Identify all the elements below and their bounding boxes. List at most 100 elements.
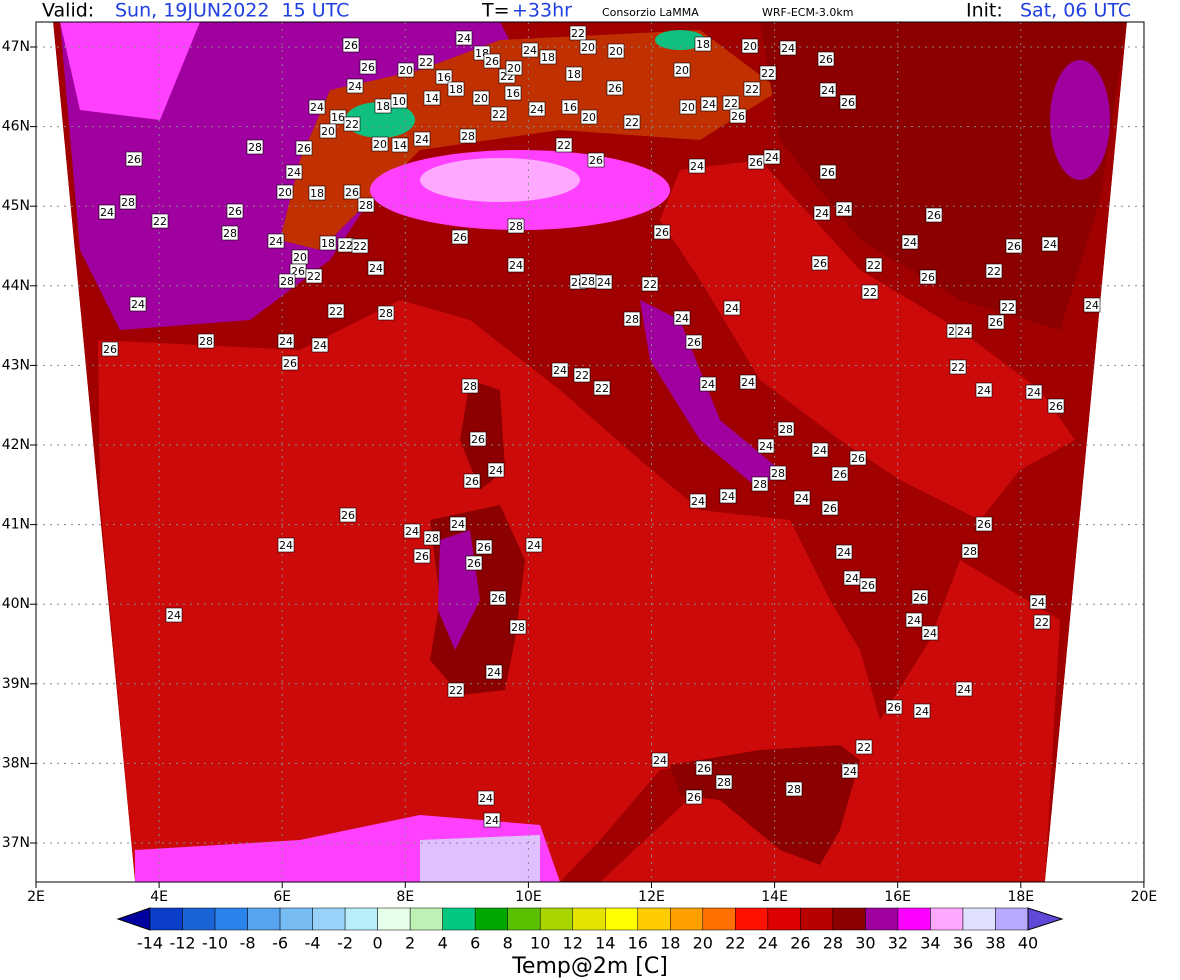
station-value: 26 [228, 205, 242, 218]
colorbar-box [702, 907, 736, 931]
station-value: 24 [405, 525, 419, 538]
colorbar-box [897, 907, 931, 931]
station-value: 24 [269, 235, 283, 248]
station-value: 28 [963, 545, 977, 558]
station-value: 24 [653, 754, 667, 767]
station-value: 26 [821, 166, 835, 179]
colorbar-box [214, 907, 248, 931]
station-box [483, 53, 501, 69]
station-value: 20 [373, 138, 387, 151]
station-value: 22 [745, 83, 759, 96]
station-value: 26 [731, 110, 745, 123]
colorbar-label: -10 [202, 934, 228, 953]
station-value: 24 [100, 206, 114, 219]
station-value: 28 [359, 199, 373, 212]
colorbar-box [800, 907, 834, 931]
lat-label: 37N [2, 835, 30, 851]
station-value: 26 [361, 61, 375, 74]
station-value: 22 [557, 139, 571, 152]
colorbar-label: 14 [595, 934, 615, 953]
colorbar-box [605, 907, 639, 931]
station-value: 28 [280, 275, 294, 288]
station-box [435, 69, 453, 85]
station-box [551, 362, 569, 378]
station-value: 22 [419, 56, 433, 69]
station-value: 26 [453, 231, 467, 244]
station-value: 26 [465, 475, 479, 488]
station-value: 18 [310, 187, 324, 200]
station-box [641, 276, 659, 292]
station-box [539, 49, 557, 65]
station-box [849, 450, 867, 466]
station-box [569, 25, 587, 41]
station-box [403, 523, 421, 539]
station-box [999, 299, 1017, 315]
station-box [509, 619, 527, 635]
lat-label: 47N [2, 39, 30, 55]
station-box [151, 213, 169, 229]
station-value: 24 [781, 42, 795, 55]
station-value: 24 [837, 546, 851, 559]
station-value: 22 [339, 239, 353, 252]
station-value: 22 [595, 382, 609, 395]
lon-label: 12E [638, 889, 665, 905]
station-value: 24 [721, 490, 735, 503]
station-box [505, 60, 523, 76]
station-box [606, 80, 624, 96]
colorbar-label: 28 [823, 934, 843, 953]
station-value: 26 [608, 82, 622, 95]
colorbar-label: 12 [563, 934, 583, 953]
colorbar-box [572, 907, 606, 931]
station-box [377, 305, 395, 321]
colorbar-label: 0 [373, 934, 383, 953]
colorbar-label: -6 [272, 934, 288, 953]
station-value: 24 [957, 683, 971, 696]
station-value: 26 [913, 591, 927, 604]
station-box [390, 93, 408, 109]
station-box [465, 555, 483, 571]
station-box [975, 516, 993, 532]
station-value: 20 [582, 111, 596, 124]
station-box [281, 355, 299, 371]
station-box [311, 337, 329, 353]
station-value: 26 [127, 153, 141, 166]
colorbar-box [995, 907, 1029, 931]
colorbar-box [832, 907, 866, 931]
station-value: 26 [749, 156, 763, 169]
station-value: 22 [449, 684, 463, 697]
station-value: 18 [376, 100, 390, 113]
station-box [699, 376, 717, 392]
station-value: 24 [845, 572, 859, 585]
lat-label: 39N [2, 676, 30, 692]
station-box [397, 62, 415, 78]
colorbar-box [930, 907, 964, 931]
colorbar-box [377, 907, 411, 931]
station-box [101, 341, 119, 357]
station-box [371, 136, 389, 152]
station-box [961, 543, 979, 559]
station-value: 24 [523, 44, 537, 57]
station-box [673, 62, 691, 78]
station-value: 26 [833, 468, 847, 481]
station-value: 24 [527, 539, 541, 552]
station-box [455, 30, 473, 46]
station-value: 20 [681, 101, 695, 114]
station-box [469, 431, 487, 447]
station-value: 22 [329, 305, 343, 318]
station-box [821, 500, 839, 516]
station-value: 20 [609, 45, 623, 58]
station-value: 24 [485, 814, 499, 827]
station-box [489, 590, 507, 606]
colorbar-label: 32 [888, 934, 908, 953]
station-value: 28 [625, 313, 639, 326]
station-value: 26 [344, 39, 358, 52]
station-value: 18 [541, 51, 555, 64]
lon-label: 2E [27, 889, 45, 905]
station-value: 24 [821, 84, 835, 97]
station-box [343, 116, 361, 132]
colorbar-box [865, 907, 899, 931]
station-box [769, 465, 787, 481]
